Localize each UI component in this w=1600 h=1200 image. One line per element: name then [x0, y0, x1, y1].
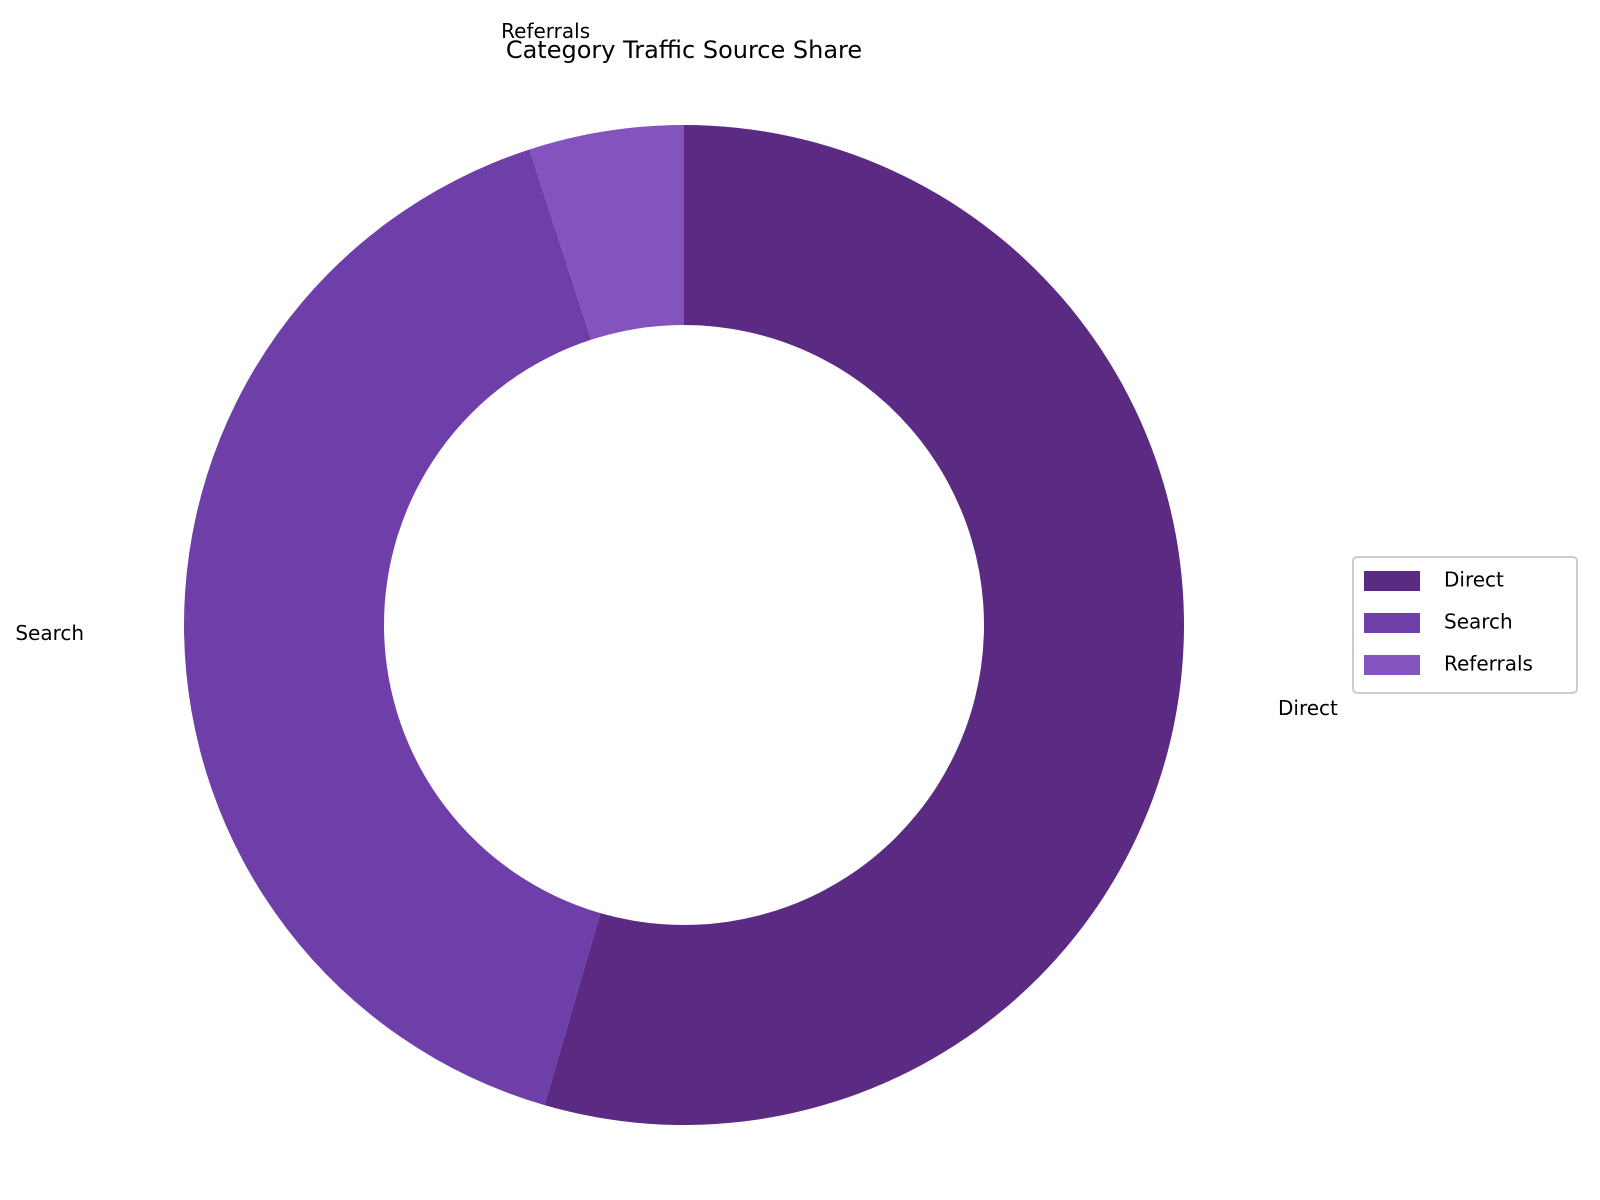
slice-search [184, 149, 601, 1106]
legend-swatch-direct [1364, 571, 1420, 591]
donut-slices [184, 125, 1184, 1125]
legend-swatch-referrals [1364, 655, 1420, 675]
slice-direct [544, 125, 1184, 1125]
slice-label-search: Search [15, 621, 84, 645]
legend-items: Direct Search Referrals [1364, 568, 1533, 676]
legend-label-search: Search [1444, 610, 1513, 634]
legend-label-referrals: Referrals [1444, 652, 1533, 676]
legend-swatch-search [1364, 613, 1420, 633]
slice-referrals [529, 125, 684, 340]
legend: Direct Search Referrals [1352, 556, 1578, 694]
slice-labels: Direct Search Referrals [15, 19, 1338, 720]
chart-title: Category Traffic Source Share [506, 36, 862, 64]
slice-label-direct: Direct [1278, 696, 1338, 720]
legend-label-direct: Direct [1444, 568, 1504, 592]
slice-label-referrals: Referrals [501, 19, 590, 43]
